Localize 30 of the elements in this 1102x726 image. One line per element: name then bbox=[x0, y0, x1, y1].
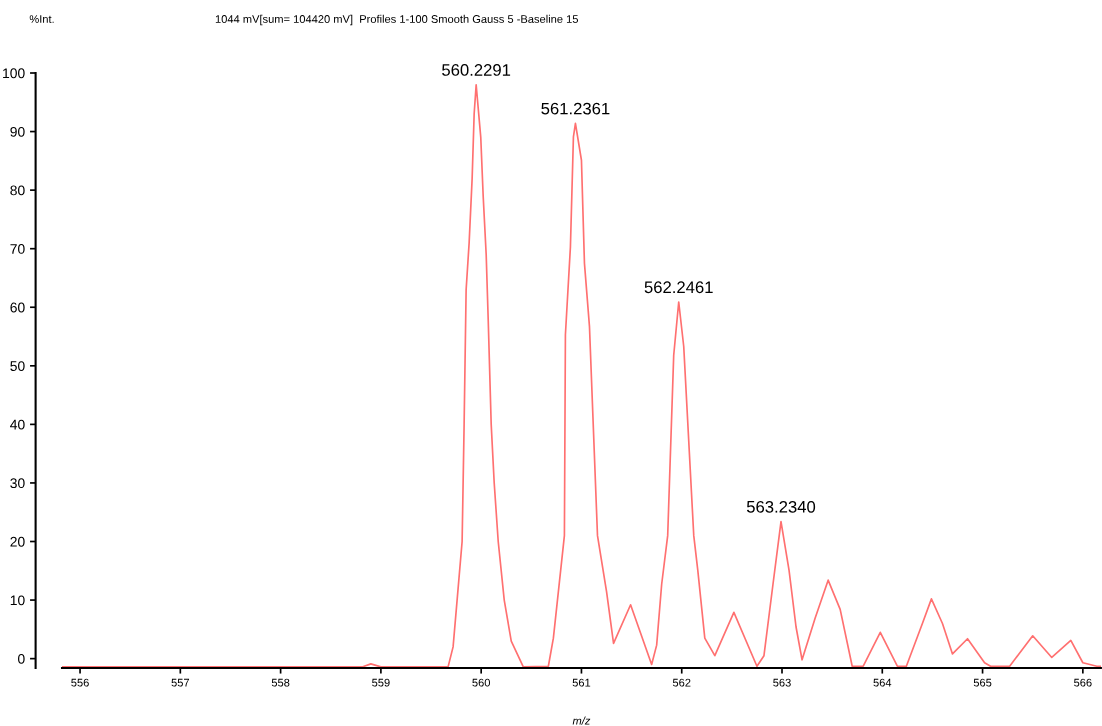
x-tick-label: 557 bbox=[171, 678, 190, 687]
x-tick-label: 564 bbox=[873, 678, 892, 687]
x-tick-label: 565 bbox=[973, 678, 992, 687]
x-tick-label: 556 bbox=[71, 678, 89, 687]
y-axis-title: %Int. bbox=[29, 15, 54, 23]
x-tick-label: 566 bbox=[1074, 678, 1092, 687]
y-tick-label: 80 bbox=[10, 185, 25, 196]
y-tick-label: 10 bbox=[10, 595, 25, 606]
annotation: 563.2340 bbox=[746, 500, 816, 513]
annotation: 560.2291 bbox=[442, 64, 511, 76]
y-tick-label: 0 bbox=[18, 653, 25, 664]
x-tick-label: 563 bbox=[773, 678, 791, 687]
y-tick-label: 30 bbox=[10, 478, 25, 489]
x-tick-label: 558 bbox=[271, 678, 290, 687]
annotation: 562.2461 bbox=[644, 281, 713, 294]
y-tick-label: 20 bbox=[10, 536, 25, 547]
annotation: 561.2361 bbox=[541, 102, 610, 115]
x-tick-label: 559 bbox=[372, 678, 390, 687]
line-series bbox=[62, 83, 1101, 668]
y-tick-label: 100 bbox=[3, 68, 25, 79]
x-tick-label: 562 bbox=[672, 678, 691, 687]
x-axis-title: m/z bbox=[572, 716, 591, 725]
y-tick-label: 90 bbox=[10, 126, 25, 137]
y-tick-label: 50 bbox=[10, 361, 25, 371]
chart-title: 1044 mV[sum= 104420 mV] Profiles 1-100 Smooth Gauss 5 -Baseline 15 bbox=[215, 14, 579, 26]
y-tick-label: 70 bbox=[10, 244, 25, 254]
y-tick-label: 60 bbox=[10, 302, 25, 313]
x-tick-label: 561 bbox=[572, 678, 591, 687]
x-tick-label: 560 bbox=[472, 678, 490, 687]
y-tick-label: 40 bbox=[10, 419, 25, 430]
